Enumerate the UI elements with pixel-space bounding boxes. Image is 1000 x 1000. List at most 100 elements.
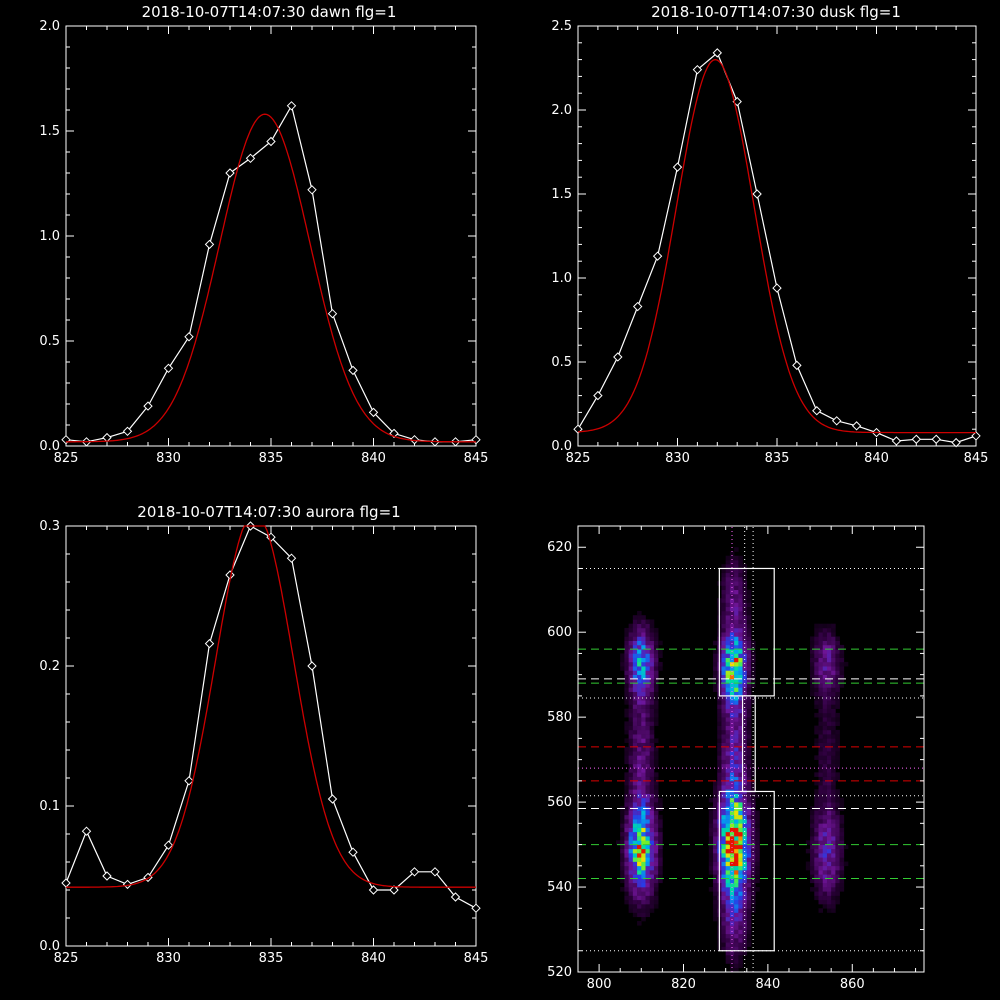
heatmap-cell xyxy=(826,763,832,769)
heatmap-cell xyxy=(725,738,731,743)
data-point xyxy=(307,185,317,195)
heatmap-cell xyxy=(734,938,739,943)
heatmap-cell xyxy=(831,678,836,684)
heatmap-cell xyxy=(645,899,651,905)
heatmap-cell xyxy=(814,678,819,684)
heatmap-cell xyxy=(624,687,629,692)
heatmap-cell xyxy=(653,763,659,769)
heatmap-cell xyxy=(637,619,642,624)
heatmap-cell xyxy=(628,721,634,726)
heatmap-cell xyxy=(713,836,718,841)
heatmap-cell xyxy=(734,933,739,939)
heatmap-cell xyxy=(742,827,748,833)
heatmap-cell xyxy=(713,908,718,913)
heatmap-cell xyxy=(751,827,756,833)
heatmap-cell xyxy=(810,666,815,671)
heatmap-cell xyxy=(729,627,735,633)
heatmap-cell xyxy=(835,802,840,807)
heatmap-cell xyxy=(721,670,726,675)
heatmap-cell xyxy=(814,649,819,654)
heatmap-cell xyxy=(624,797,629,803)
heatmap-cell xyxy=(822,776,828,782)
heatmap-cell xyxy=(835,853,840,858)
heatmap-cell xyxy=(835,831,840,837)
heatmap-cell xyxy=(810,887,815,892)
heatmap-cell xyxy=(826,623,832,629)
heatmap-cell xyxy=(641,704,646,709)
heatmap-cell xyxy=(835,874,840,879)
heatmap-cell xyxy=(831,708,836,714)
heatmap-cell xyxy=(658,666,663,671)
data-point xyxy=(389,885,399,895)
data-point xyxy=(102,871,112,881)
heatmap-cell xyxy=(831,746,836,752)
heatmap-cell xyxy=(632,891,638,896)
heatmap-cell xyxy=(713,827,718,833)
heatmap-cell xyxy=(814,700,819,705)
heatmap-cell xyxy=(649,708,655,714)
heatmap-cell xyxy=(717,738,722,743)
heatmap-cell xyxy=(839,823,845,828)
heatmap-cell xyxy=(653,644,659,650)
heatmap-cell xyxy=(641,615,646,620)
heatmap-cell xyxy=(738,644,743,650)
heatmap-cell xyxy=(734,721,739,726)
heatmap-cell xyxy=(620,827,625,833)
heatmap-cell xyxy=(746,933,752,939)
heatmap-cell xyxy=(822,742,828,748)
heatmap-cell xyxy=(839,670,845,675)
heatmap-cell xyxy=(742,610,748,616)
heatmap-cell xyxy=(628,657,634,663)
heatmap-cell xyxy=(632,674,638,680)
heatmap-cell xyxy=(826,870,832,875)
heatmap-cell xyxy=(818,636,824,641)
heatmap-cell xyxy=(818,717,824,722)
heatmap-cell xyxy=(814,627,819,633)
heatmap-cell xyxy=(713,878,718,884)
heatmap-cell xyxy=(818,721,824,726)
heatmap-cell xyxy=(826,891,832,896)
y-tick-label: 1.0 xyxy=(39,229,60,244)
heatmap-cell xyxy=(826,627,832,633)
heatmap-cell xyxy=(738,797,743,803)
heatmap-cell xyxy=(738,568,743,574)
heatmap-cell xyxy=(637,708,642,714)
heatmap-cell xyxy=(734,653,739,658)
heatmap-cell xyxy=(742,678,748,684)
heatmap-cell xyxy=(713,819,718,824)
heatmap-cell xyxy=(746,810,752,816)
heatmap-cell xyxy=(742,564,748,569)
heatmap-cell xyxy=(742,734,748,739)
heatmap-cell xyxy=(742,844,748,850)
heatmap-cell xyxy=(645,823,651,828)
heatmap-cell xyxy=(628,823,634,828)
heatmap-cell xyxy=(649,691,655,697)
heatmap-cell xyxy=(628,632,634,637)
heatmap-cell xyxy=(734,717,739,722)
heatmap-cell xyxy=(620,844,625,850)
heatmap-cell xyxy=(822,844,828,850)
heatmap-cell xyxy=(725,814,731,820)
heatmap-cell xyxy=(810,653,815,658)
heatmap-cell xyxy=(818,882,824,888)
heatmap-cell xyxy=(831,853,836,858)
heatmap-cell xyxy=(746,717,752,722)
heatmap-cell xyxy=(734,967,739,972)
heatmap-cell xyxy=(649,908,655,913)
heatmap-cell xyxy=(641,865,646,871)
heatmap-cell xyxy=(641,904,646,909)
heatmap-cell xyxy=(734,615,739,620)
heatmap-cell xyxy=(738,823,743,828)
heatmap-cell xyxy=(628,785,634,790)
heatmap-cell xyxy=(746,666,752,671)
heatmap-cell xyxy=(738,581,743,586)
heatmap-cell xyxy=(814,857,819,862)
heatmap-cell xyxy=(637,721,642,726)
heatmap-cell xyxy=(734,823,739,828)
heatmap-cell xyxy=(734,640,739,646)
heatmap-cell xyxy=(729,738,735,743)
heatmap-cell xyxy=(721,861,726,867)
heatmap-cell xyxy=(831,644,836,650)
heatmap-cell xyxy=(721,636,726,641)
